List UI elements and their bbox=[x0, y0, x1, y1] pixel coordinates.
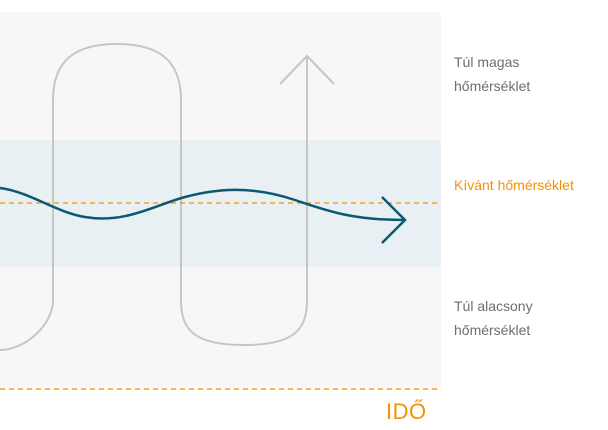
too-high-label-line2: hőmérséklet bbox=[454, 78, 531, 94]
unregulated-arrowhead-icon bbox=[279, 54, 335, 85]
too-high-temperature-label: Túl magas hőmérséklet bbox=[454, 50, 530, 98]
desired-temperature-label: Kívánt hőmérséklet bbox=[454, 177, 574, 193]
too-high-label-line1: Túl magas bbox=[454, 54, 520, 70]
regulated-temperature-curve bbox=[0, 186, 406, 222]
too-low-label-line2: hőmérséklet bbox=[454, 322, 531, 338]
unregulated-temperature-curve bbox=[0, 42, 308, 351]
regulated-arrowhead-icon bbox=[381, 196, 407, 244]
time-axis-label: IDŐ bbox=[386, 399, 427, 424]
too-low-temperature-label: Túl alacsony hőmérséklet bbox=[454, 294, 533, 342]
too-low-label-line1: Túl alacsony bbox=[454, 298, 533, 314]
